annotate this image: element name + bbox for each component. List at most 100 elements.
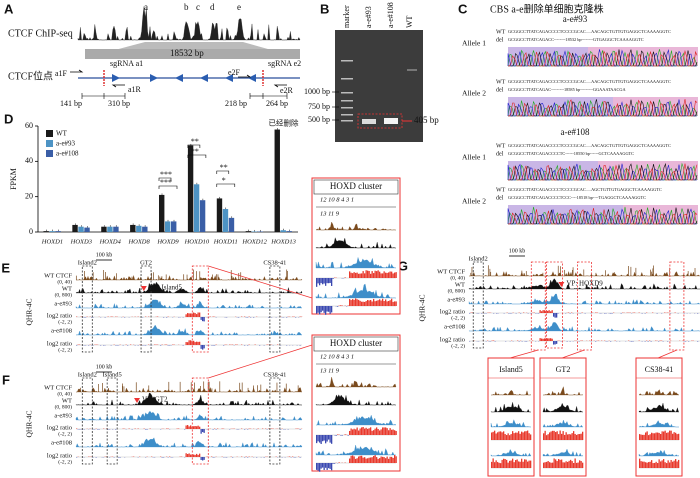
ratio-bar <box>580 433 582 440</box>
label: GCGGCCTTATCAGACCCCTCCCCGCAC.....AACAGCTG… <box>508 29 671 34</box>
ratio-bar <box>373 456 375 463</box>
ratio-bar <box>554 341 556 345</box>
ratio-bar <box>362 427 364 435</box>
ratio-bar <box>552 462 554 468</box>
ratio-bar <box>325 463 327 468</box>
legend-swatch <box>46 130 53 137</box>
ratio-bar <box>352 429 354 435</box>
ratio-bar <box>385 427 387 435</box>
label: (0, 40) <box>450 274 465 281</box>
ratio-bar <box>515 432 517 440</box>
label: WT CTCF <box>437 268 465 275</box>
panel-label: C <box>458 1 468 16</box>
ratio-bar <box>332 278 334 279</box>
ratio-bar <box>373 298 375 306</box>
ratio-bar <box>524 459 526 468</box>
ratio-bar <box>337 434 339 435</box>
ratio-bar <box>395 272 397 278</box>
label: (-2, 2) <box>58 346 72 353</box>
chromatogram <box>508 99 698 117</box>
ratio-bar <box>202 429 204 433</box>
ratio-bar <box>504 459 506 468</box>
ratio-bar <box>338 462 340 463</box>
ratio-bar <box>559 430 561 440</box>
ctcf-site <box>150 74 158 82</box>
ratio-bar <box>371 430 373 435</box>
ratio-bar <box>364 301 366 306</box>
ratio-bar <box>510 460 512 468</box>
y-axis-label: FPKM <box>9 168 18 190</box>
ratio-bar <box>676 434 678 440</box>
label: a-e#93 <box>54 412 72 419</box>
ratio-bar <box>391 429 393 435</box>
ratio-bar <box>367 458 369 463</box>
panel-label: E <box>1 260 10 275</box>
sig-bracket <box>216 183 236 187</box>
ratio-bar <box>642 461 644 468</box>
ratio-bar <box>510 434 512 440</box>
ratio-bar <box>676 461 678 468</box>
ratio-bar <box>564 462 566 468</box>
label: GCGGCCTTATCAGACCCCTCCCCGCAC.....AACAGCTG… <box>508 143 671 148</box>
ratio-bar <box>548 310 550 313</box>
label: log2 ratio <box>440 308 465 315</box>
ratio-bar <box>356 458 358 463</box>
ratio-bar <box>188 313 190 317</box>
ratio-bar <box>567 461 569 468</box>
legend-swatch <box>46 150 53 157</box>
ratio-bar <box>386 428 388 435</box>
ratio-bar <box>319 435 321 443</box>
vp-marker <box>140 286 147 291</box>
inset-title: HOXD cluster <box>330 181 382 191</box>
ratio-bar <box>528 460 530 468</box>
x-tick-label: HOXD4 <box>99 238 122 245</box>
ratio-bar <box>347 435 349 436</box>
ratio-bar <box>320 463 322 469</box>
ratio-bar <box>576 434 578 440</box>
ratio-bar <box>579 434 581 440</box>
ratio-bar <box>365 458 367 463</box>
label: marker <box>342 5 351 28</box>
ratio-bar <box>194 313 196 317</box>
ratio-bar <box>352 455 354 463</box>
label: 264 bp <box>266 99 288 108</box>
ratio-bar <box>660 433 662 440</box>
ratio-bar <box>203 317 205 322</box>
bar <box>193 184 200 232</box>
sig-label: * <box>222 176 226 185</box>
ratio-bar <box>551 338 553 341</box>
ratio-bar <box>322 463 324 468</box>
label: a-e#108 <box>51 439 72 446</box>
ratio-bar <box>317 435 319 442</box>
ratio-bar <box>350 300 352 306</box>
signal-track <box>315 394 396 406</box>
label: (0, 800) <box>55 291 73 298</box>
box <box>546 261 563 349</box>
bar <box>280 230 286 232</box>
ratio-bar <box>383 427 385 435</box>
ratio-bar <box>331 278 333 286</box>
ratio-bar <box>576 462 578 468</box>
bar <box>228 217 235 232</box>
box <box>341 100 353 102</box>
ratio-bar <box>543 433 545 440</box>
legend-swatch <box>46 140 53 147</box>
bar <box>84 227 90 232</box>
ratio-bar <box>497 462 499 468</box>
ratio-bar <box>664 430 666 440</box>
sig-label: ** <box>191 147 199 156</box>
ratio-bar <box>385 272 387 278</box>
zoom-arrow <box>509 349 539 359</box>
ratio-bar <box>374 455 376 463</box>
signal-track <box>315 237 396 249</box>
ratio-bar <box>568 460 570 468</box>
label: GCGGCCTTATCAGACCCCTCCCCGCAC.....AACAGCTG… <box>508 79 671 84</box>
signal-track <box>75 392 302 406</box>
ratio-bar <box>658 432 660 440</box>
ratio-bar <box>350 272 352 278</box>
ratio-bar <box>651 460 653 468</box>
ratio-bar <box>661 460 663 468</box>
ratio-bar <box>383 301 385 306</box>
ratio-bar <box>553 430 555 440</box>
ratio-bar <box>355 272 357 278</box>
